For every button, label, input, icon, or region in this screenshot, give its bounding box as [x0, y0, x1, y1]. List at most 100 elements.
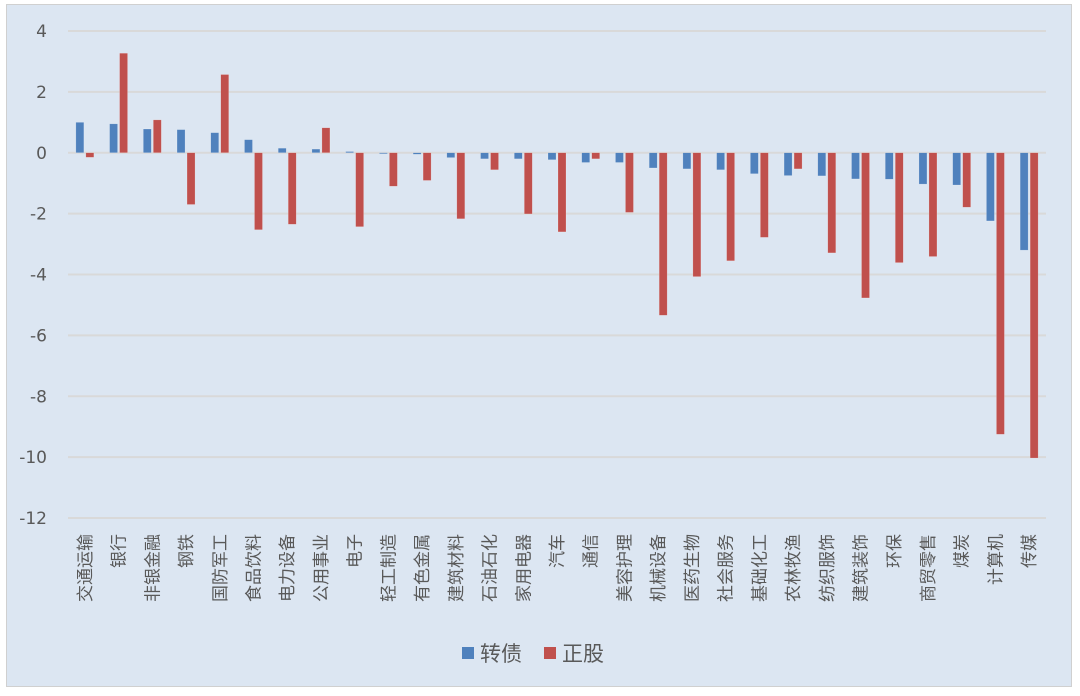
chart-frame — [6, 4, 1072, 687]
bar-convertible-bond[interactable] — [412, 152, 422, 155]
bar-stock[interactable] — [355, 152, 364, 227]
x-category-label: 美容护理 — [615, 534, 635, 602]
bar-stock[interactable] — [726, 152, 735, 262]
bar-stock[interactable] — [287, 152, 297, 225]
bar-stock[interactable] — [591, 152, 600, 160]
y-tick-label: -4 — [30, 266, 47, 286]
legend-label: 转债 — [480, 642, 522, 666]
bar-stock[interactable] — [85, 152, 95, 158]
bar-convertible-bond[interactable] — [884, 152, 894, 180]
bar-convertible-bond[interactable] — [311, 148, 321, 154]
gridlines — [68, 30, 1046, 519]
bar-convertible-bond[interactable] — [480, 152, 489, 160]
y-axis-tick-labels: 4 2 0 -2 -4 -6 -8 -10 -12 — [19, 22, 47, 529]
bar-convertible-bond[interactable] — [615, 152, 624, 163]
bar-stock[interactable] — [254, 152, 263, 231]
bar-convertible-bond[interactable] — [446, 152, 456, 158]
bar-convertible-bond[interactable] — [109, 123, 118, 153]
x-category-label: 家用电器 — [514, 534, 534, 602]
bar-convertible-bond[interactable] — [514, 152, 523, 160]
bar-stock[interactable] — [119, 52, 128, 153]
x-category-label: 国防军工 — [211, 534, 231, 602]
bar-convertible-bond[interactable] — [547, 152, 557, 161]
bar-stock[interactable] — [186, 152, 196, 205]
bar-convertible-bond[interactable] — [345, 151, 354, 154]
bar-convertible-bond[interactable] — [379, 152, 388, 154]
bar-stock[interactable] — [760, 152, 769, 238]
x-category-label: 计算机 — [986, 534, 1006, 585]
legend-item-stock[interactable]: 正股 — [544, 638, 604, 668]
legend-swatch-blue-icon — [462, 647, 474, 659]
y-tick-label: 4 — [36, 22, 47, 42]
bar-convertible-bond[interactable] — [918, 152, 928, 185]
bar-convertible-bond[interactable] — [210, 132, 220, 154]
bar-stock[interactable] — [658, 152, 668, 316]
legend: 转债 正股 — [462, 638, 626, 668]
bar-stock[interactable] — [894, 152, 904, 263]
x-category-label: 石油石化 — [481, 534, 501, 602]
bar-stock[interactable] — [153, 119, 162, 154]
legend-item-convertible-bond[interactable]: 转债 — [462, 638, 522, 668]
x-category-label: 银行 — [110, 534, 130, 568]
bar-convertible-bond[interactable] — [143, 128, 152, 153]
y-tick-label: 2 — [36, 83, 47, 103]
bar-stock[interactable] — [928, 152, 938, 257]
bar-convertible-bond[interactable] — [75, 122, 85, 153]
x-category-label: 纺织服饰 — [818, 534, 838, 602]
bar-stock[interactable] — [456, 152, 466, 220]
x-category-label: 煤炭 — [953, 534, 973, 568]
x-category-label: 医药生物 — [683, 534, 703, 602]
bar-convertible-bond[interactable] — [817, 152, 827, 177]
bar-convertible-bond[interactable] — [851, 152, 860, 180]
x-category-label: 汽车 — [548, 534, 568, 568]
bar-stock[interactable] — [625, 152, 634, 213]
bar-stock[interactable] — [422, 152, 432, 181]
bar-convertible-bond[interactable] — [1019, 152, 1029, 251]
legend-swatch-red-icon — [544, 647, 556, 659]
bar-convertible-bond[interactable] — [952, 152, 961, 186]
x-category-label: 基础化工 — [750, 534, 770, 602]
legend-label: 正股 — [562, 642, 604, 666]
bar-stock[interactable] — [321, 127, 331, 154]
bar-stock[interactable] — [793, 152, 803, 170]
bar-convertible-bond[interactable] — [783, 152, 793, 176]
x-category-label: 机械设备 — [649, 534, 669, 602]
x-category-label: 交通运输 — [76, 534, 96, 602]
bar-stock[interactable] — [220, 74, 230, 153]
y-tick-label: -8 — [30, 387, 47, 407]
x-category-label: 电子 — [346, 534, 366, 568]
bar-convertible-bond[interactable] — [716, 152, 725, 171]
bar-convertible-bond[interactable] — [682, 152, 692, 170]
bar-series — [75, 52, 1039, 459]
bar-stock[interactable] — [1029, 152, 1039, 459]
bar-convertible-bond[interactable] — [648, 152, 658, 169]
x-category-label: 建筑装饰 — [852, 534, 872, 602]
x-category-label: 电力设备 — [278, 534, 298, 602]
x-category-label: 环保 — [885, 534, 905, 568]
bar-convertible-bond[interactable] — [581, 152, 590, 163]
y-tick-label: -6 — [30, 326, 47, 346]
y-tick-label: 0 — [36, 144, 47, 164]
x-category-label: 传媒 — [1020, 534, 1040, 568]
bar-stock[interactable] — [490, 152, 499, 171]
bar-convertible-bond[interactable] — [277, 147, 287, 153]
bar-stock[interactable] — [557, 152, 567, 233]
bar-stock[interactable] — [962, 152, 971, 208]
bar-stock[interactable] — [861, 152, 870, 299]
bar-stock[interactable] — [996, 152, 1005, 435]
bar-stock[interactable] — [827, 152, 837, 254]
x-category-label: 公用事业 — [312, 534, 332, 602]
y-tick-label: -12 — [19, 509, 47, 529]
x-category-label: 农林牧渔 — [784, 534, 804, 602]
bar-stock[interactable] — [524, 152, 533, 215]
bar-stock[interactable] — [692, 152, 702, 277]
bar-convertible-bond[interactable] — [244, 139, 253, 154]
y-tick-label: -10 — [19, 448, 47, 468]
bar-convertible-bond[interactable] — [176, 129, 186, 153]
bar-stock[interactable] — [389, 152, 398, 187]
x-category-label: 商贸零售 — [919, 534, 939, 602]
bar-convertible-bond[interactable] — [750, 152, 759, 175]
x-category-label: 通信 — [582, 534, 602, 568]
bar-convertible-bond[interactable] — [986, 152, 995, 222]
x-category-label: 轻工制造 — [379, 534, 399, 602]
